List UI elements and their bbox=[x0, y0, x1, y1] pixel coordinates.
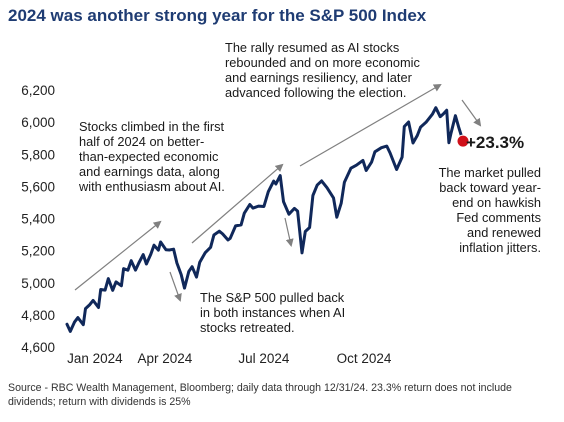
line-chart: 4,600 4,800 5,000 5,200 5,400 5,600 5,800 6,000… bbox=[21, 40, 541, 366]
x-tick-label: Oct 2024 bbox=[337, 351, 392, 366]
annotation-rally-resumed: The rally resumed as AI stocks rebounded … bbox=[225, 40, 421, 100]
y-tick-label: 4,600 bbox=[21, 340, 55, 355]
arrow-rally-h2 bbox=[299, 83, 442, 167]
y-tick-label: 4,800 bbox=[21, 308, 55, 323]
annotation-pullbacks: The S&P 500 pulled back in both instances… bbox=[200, 290, 345, 335]
arrow-pullback-august bbox=[284, 217, 294, 247]
y-tick-label: 5,800 bbox=[21, 147, 55, 162]
y-tick-label: 5,000 bbox=[21, 276, 55, 291]
end-return-label: +23.3% bbox=[466, 133, 524, 152]
x-tick-label: Jan 2024 bbox=[67, 351, 123, 366]
y-tick-label: 5,200 bbox=[21, 244, 55, 259]
x-tick-label: Apr 2024 bbox=[138, 351, 193, 366]
annotation-year-end-pullback: The market pulled back toward year-end on… bbox=[439, 165, 541, 255]
arrow-pullback-april bbox=[169, 271, 182, 302]
source-note: Source - RBC Wealth Management, Bloomber… bbox=[8, 382, 512, 408]
arrow-pullback-december bbox=[461, 99, 482, 127]
arrow-rally-q1 bbox=[74, 220, 162, 291]
x-tick-label: Jul 2024 bbox=[238, 351, 290, 366]
chart-title: 2024 was another strong year for the S&P… bbox=[8, 6, 427, 25]
series-line bbox=[65, 106, 465, 333]
arrow-rally-q2 bbox=[191, 163, 284, 244]
y-tick-label: 5,600 bbox=[21, 179, 55, 194]
end-point-marker bbox=[456, 134, 470, 148]
y-tick-label: 6,200 bbox=[21, 83, 55, 98]
y-tick-label: 6,000 bbox=[21, 115, 55, 130]
annotation-first-half: Stocks climbed in the first half of 2024 … bbox=[78, 119, 225, 194]
y-tick-label: 5,400 bbox=[21, 212, 55, 227]
